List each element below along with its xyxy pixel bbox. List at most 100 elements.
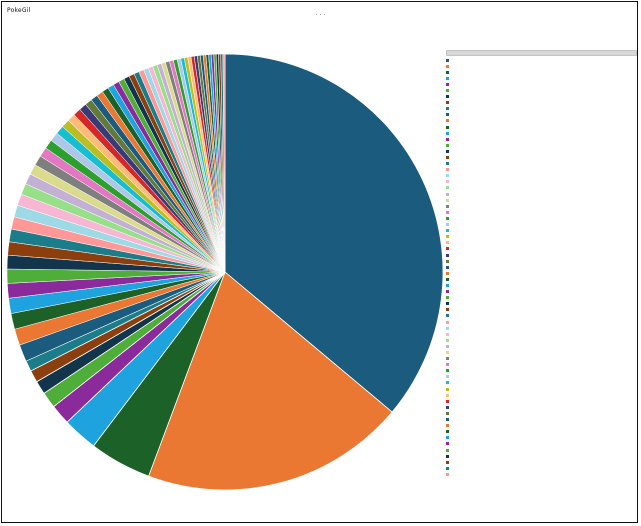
legend-item[interactable] bbox=[446, 429, 637, 435]
legend-item[interactable] bbox=[446, 392, 637, 398]
legend-item[interactable] bbox=[446, 81, 637, 87]
legend-item[interactable] bbox=[446, 155, 637, 161]
legend-swatch bbox=[446, 363, 449, 367]
legend-swatch bbox=[446, 223, 449, 227]
legend-item[interactable] bbox=[446, 337, 637, 343]
legend-item[interactable] bbox=[446, 453, 637, 459]
legend-item[interactable] bbox=[446, 87, 637, 93]
legend-swatch bbox=[446, 271, 449, 275]
legend-item[interactable] bbox=[446, 264, 637, 270]
legend-item[interactable] bbox=[446, 179, 637, 185]
legend-item[interactable] bbox=[446, 313, 637, 319]
legend-item[interactable] bbox=[446, 185, 637, 191]
legend-item[interactable] bbox=[446, 148, 637, 154]
legend-item[interactable] bbox=[446, 69, 637, 75]
legend-item[interactable] bbox=[446, 75, 637, 81]
legend-item[interactable] bbox=[446, 471, 637, 477]
legend-item[interactable] bbox=[446, 270, 637, 276]
legend-item[interactable] bbox=[446, 252, 637, 258]
legend-item[interactable] bbox=[446, 362, 637, 368]
legend-item[interactable] bbox=[446, 380, 637, 386]
legend-item[interactable] bbox=[446, 295, 637, 301]
legend-swatch bbox=[446, 119, 449, 123]
legend-item[interactable] bbox=[446, 410, 637, 416]
legend-swatch bbox=[446, 180, 449, 184]
legend-item[interactable] bbox=[446, 161, 637, 167]
legend-item[interactable] bbox=[446, 447, 637, 453]
legend-item[interactable] bbox=[446, 234, 637, 240]
legend-swatch bbox=[446, 290, 449, 294]
legend-item[interactable] bbox=[446, 94, 637, 100]
pie-slice[interactable] bbox=[224, 53, 444, 413]
legend-item[interactable] bbox=[446, 386, 637, 392]
legend-item[interactable] bbox=[446, 142, 637, 148]
legend-swatch bbox=[446, 442, 449, 446]
legend-item[interactable] bbox=[446, 63, 637, 69]
legend-item[interactable] bbox=[446, 350, 637, 356]
legend-item[interactable] bbox=[446, 203, 637, 209]
legend-swatch bbox=[446, 247, 449, 251]
legend-item[interactable] bbox=[446, 417, 637, 423]
legend-item[interactable] bbox=[446, 404, 637, 410]
legend-swatch bbox=[446, 338, 449, 342]
legend-item[interactable] bbox=[446, 130, 637, 136]
legend-swatch bbox=[446, 64, 449, 68]
legend-swatch bbox=[446, 216, 449, 220]
legend-item[interactable] bbox=[446, 276, 637, 282]
legend-item[interactable] bbox=[446, 258, 637, 264]
legend-swatch bbox=[446, 393, 449, 397]
legend-item[interactable] bbox=[446, 112, 637, 118]
legend-swatch bbox=[446, 277, 449, 281]
legend-item[interactable] bbox=[446, 319, 637, 325]
legend-item[interactable] bbox=[446, 465, 637, 471]
legend-swatch bbox=[446, 82, 449, 86]
legend-item[interactable] bbox=[446, 356, 637, 362]
legend-item[interactable] bbox=[446, 167, 637, 173]
legend-swatch bbox=[446, 192, 449, 196]
legend-item[interactable] bbox=[446, 441, 637, 447]
pie-slice[interactable] bbox=[148, 271, 393, 491]
legend-item[interactable] bbox=[446, 173, 637, 179]
legend-swatch bbox=[446, 436, 449, 440]
legend-item[interactable] bbox=[446, 368, 637, 374]
legend-item[interactable] bbox=[446, 246, 637, 252]
legend-swatch bbox=[446, 448, 449, 452]
legend-item[interactable] bbox=[446, 301, 637, 307]
legend-swatch bbox=[446, 332, 449, 336]
legend-swatch bbox=[446, 210, 449, 214]
legend-header[interactable] bbox=[446, 50, 637, 56]
legend-swatch bbox=[446, 107, 449, 111]
legend-item[interactable] bbox=[446, 307, 637, 313]
chart-title: · · · bbox=[315, 12, 326, 19]
legend-item[interactable] bbox=[446, 423, 637, 429]
legend-item[interactable] bbox=[446, 228, 637, 234]
legend-swatch bbox=[446, 70, 449, 74]
legend-item[interactable] bbox=[446, 374, 637, 380]
legend-swatch bbox=[446, 162, 449, 166]
legend-item[interactable] bbox=[446, 215, 637, 221]
legend-item[interactable] bbox=[446, 343, 637, 349]
legend-item[interactable] bbox=[446, 57, 637, 63]
legend-item[interactable] bbox=[446, 197, 637, 203]
legend-item[interactable] bbox=[446, 331, 637, 337]
legend-item[interactable] bbox=[446, 136, 637, 142]
legend-swatch bbox=[446, 454, 449, 458]
legend-item[interactable] bbox=[446, 435, 637, 441]
legend-item[interactable] bbox=[446, 124, 637, 130]
legend-item[interactable] bbox=[446, 240, 637, 246]
legend-item[interactable] bbox=[446, 106, 637, 112]
legend-item[interactable] bbox=[446, 325, 637, 331]
legend-item[interactable] bbox=[446, 222, 637, 228]
legend-item[interactable] bbox=[446, 100, 637, 106]
legend-item[interactable] bbox=[446, 191, 637, 197]
legend-item[interactable] bbox=[446, 398, 637, 404]
legend-swatch bbox=[446, 137, 449, 141]
legend-item[interactable] bbox=[446, 289, 637, 295]
legend-item[interactable] bbox=[446, 459, 637, 465]
legend-item[interactable] bbox=[446, 209, 637, 215]
legend bbox=[446, 50, 637, 498]
legend-item[interactable] bbox=[446, 282, 637, 288]
pie-slice[interactable] bbox=[222, 53, 226, 273]
legend-item[interactable] bbox=[446, 118, 637, 124]
legend-swatch bbox=[446, 351, 449, 354]
